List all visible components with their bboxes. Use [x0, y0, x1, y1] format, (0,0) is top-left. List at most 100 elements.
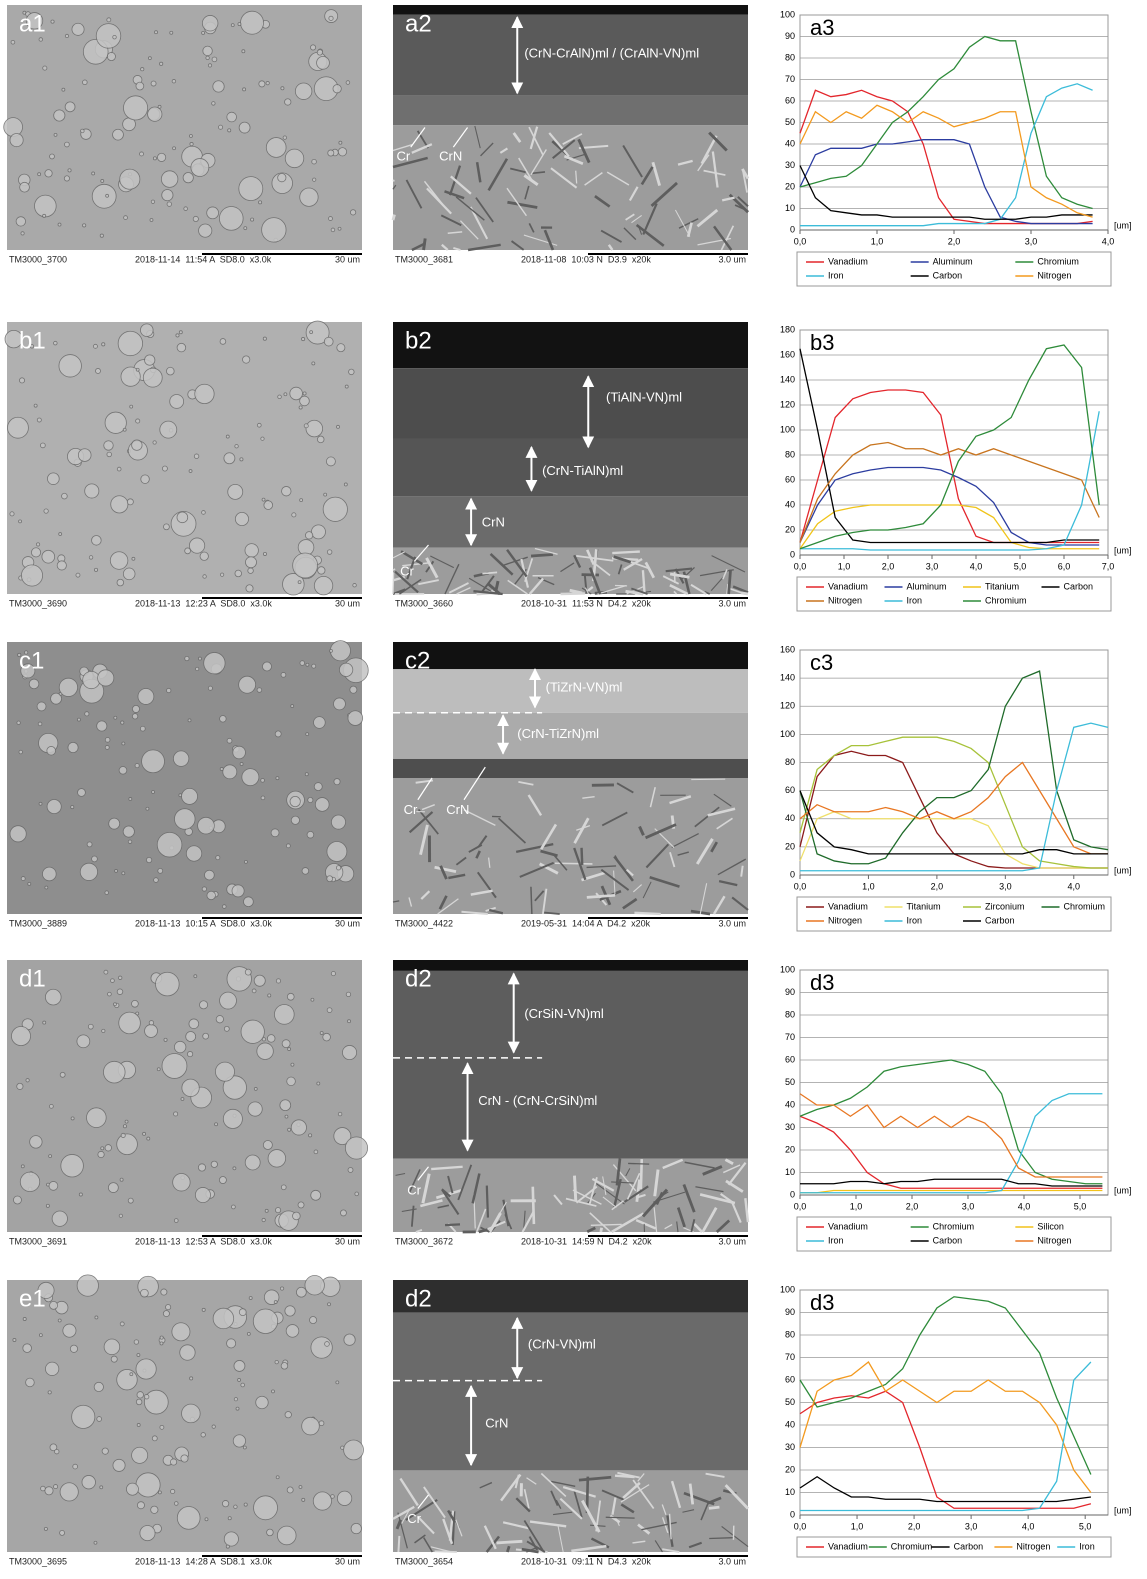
droplet	[305, 1276, 324, 1295]
droplet	[349, 369, 355, 375]
droplet	[188, 719, 191, 722]
droplet	[299, 1486, 302, 1489]
y-tick-label: 120	[780, 701, 795, 711]
image-info: 2018-11-13 12:53 A SD8.0 x3.0k	[135, 1236, 272, 1246]
droplet	[148, 57, 151, 60]
droplet	[315, 798, 329, 812]
droplet	[113, 1003, 116, 1006]
droplet	[101, 179, 104, 182]
x-tick-label: 1,0	[871, 236, 884, 246]
droplet	[353, 583, 357, 587]
x-axis-label: [um]	[1114, 1185, 1132, 1195]
droplet	[195, 1187, 210, 1202]
droplet	[117, 1134, 138, 1155]
droplet	[152, 790, 155, 793]
layer-annotation: Cr	[407, 1183, 421, 1198]
droplet	[202, 511, 206, 515]
droplet	[144, 1394, 149, 1399]
droplet	[312, 664, 316, 668]
droplet	[314, 1150, 318, 1154]
droplet	[327, 1008, 332, 1013]
droplet	[204, 870, 214, 880]
droplet	[233, 1435, 245, 1447]
droplet	[224, 1532, 238, 1546]
droplet	[186, 1032, 196, 1042]
droplet	[305, 773, 308, 776]
droplet	[45, 1362, 58, 1375]
droplet	[77, 1275, 98, 1296]
droplet	[248, 568, 254, 574]
droplet	[19, 378, 24, 383]
droplet	[299, 406, 302, 409]
droplet	[119, 766, 127, 774]
scale-label: 3.0 um	[718, 918, 746, 928]
droplet	[236, 1407, 239, 1410]
droplet	[206, 56, 209, 59]
droplet	[122, 872, 125, 875]
droplet	[202, 1308, 205, 1311]
droplet	[345, 385, 348, 388]
droplet	[141, 475, 150, 484]
panel-label: d2	[405, 1285, 432, 1312]
droplet	[10, 512, 14, 516]
droplet	[160, 62, 163, 65]
x-tick-label: 0,0	[794, 881, 807, 891]
droplet	[285, 1411, 291, 1417]
droplet	[344, 483, 347, 486]
droplet	[317, 436, 324, 443]
droplet	[177, 1506, 200, 1529]
droplet	[54, 1449, 59, 1454]
droplet	[142, 750, 165, 773]
droplet	[71, 1117, 74, 1120]
droplet	[77, 718, 80, 721]
droplet	[241, 11, 264, 34]
droplet	[256, 1396, 268, 1408]
legend-label: Iron	[907, 595, 923, 605]
scale-label: 30 um	[335, 918, 360, 928]
droplet	[193, 216, 198, 221]
y-tick-label: 30	[785, 1442, 795, 1452]
x-tick-label: 7,0	[1102, 561, 1115, 571]
droplet	[49, 1181, 58, 1190]
droplet	[306, 420, 323, 437]
panel-label: b2	[405, 327, 432, 354]
layer	[393, 496, 748, 548]
y-tick-label: 100	[780, 9, 795, 19]
droplet	[310, 45, 315, 50]
droplet	[280, 1287, 283, 1290]
droplet	[21, 565, 42, 586]
droplet	[11, 40, 15, 44]
droplet	[38, 722, 42, 726]
droplet	[267, 1529, 274, 1536]
droplet	[176, 334, 179, 337]
droplet	[348, 1020, 351, 1023]
droplet	[291, 705, 294, 708]
y-tick-label: 10	[785, 1487, 795, 1497]
y-tick-label: 20	[785, 1464, 795, 1474]
droplet	[277, 1526, 296, 1545]
droplet	[81, 129, 85, 133]
droplet	[301, 337, 304, 340]
droplet	[130, 1373, 133, 1376]
droplet	[62, 493, 68, 499]
droplet	[132, 557, 135, 560]
y-tick-label: 160	[780, 349, 795, 359]
droplet	[328, 217, 332, 221]
x-axis-label: [um]	[1114, 545, 1132, 555]
droplet	[140, 726, 145, 731]
droplet	[300, 188, 318, 206]
y-tick-label: 0	[790, 1189, 795, 1199]
droplet	[37, 702, 46, 711]
legend-label: Carbon	[933, 1235, 963, 1245]
droplet	[330, 641, 350, 661]
droplet	[194, 454, 199, 459]
droplet	[102, 343, 105, 346]
droplet	[161, 1289, 167, 1295]
droplet	[120, 169, 140, 189]
droplet	[252, 989, 256, 993]
droplet	[348, 1167, 353, 1172]
droplet	[60, 1530, 65, 1535]
layer	[393, 971, 748, 1159]
droplet	[120, 1322, 124, 1326]
layer	[393, 960, 748, 971]
